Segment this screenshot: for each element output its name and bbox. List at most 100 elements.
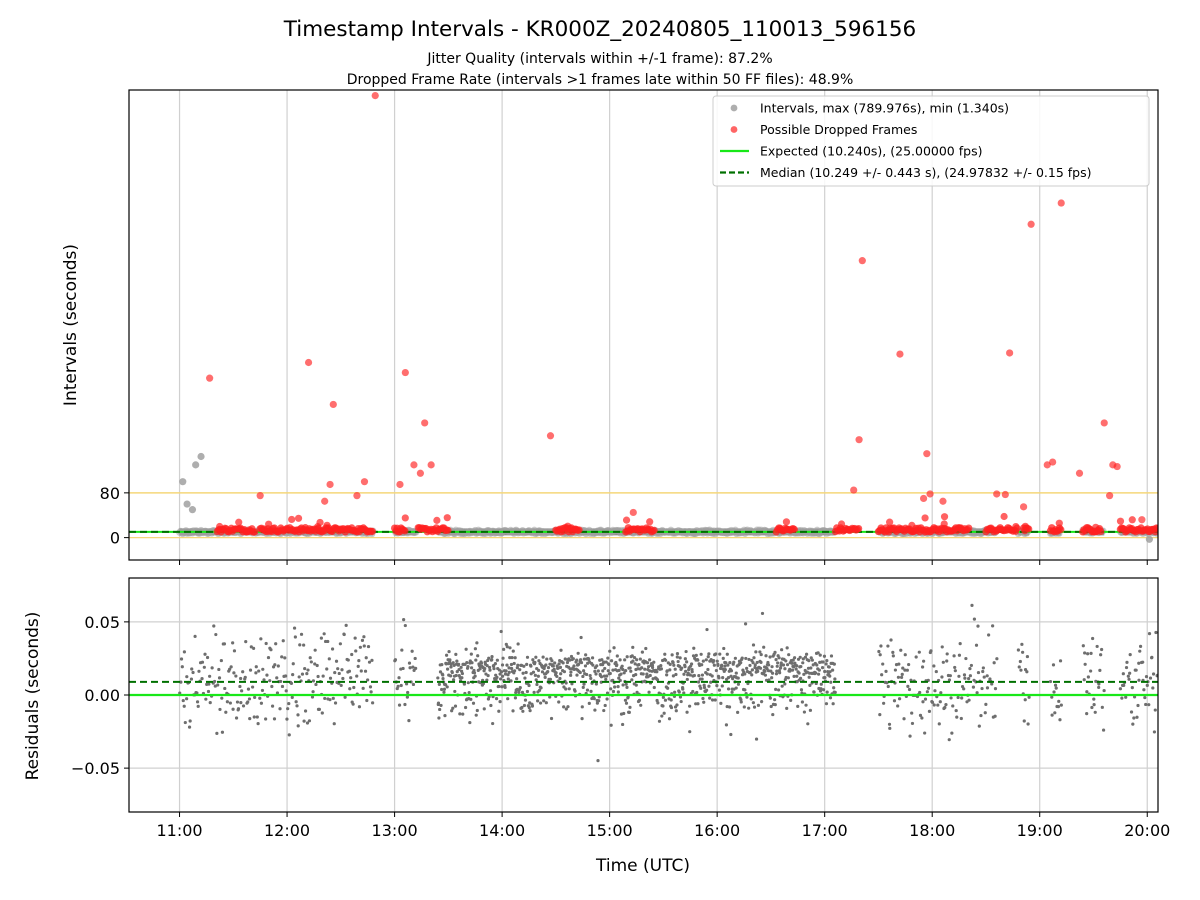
residual-point xyxy=(804,652,809,656)
residual-point xyxy=(714,652,718,656)
residual-point xyxy=(589,689,593,693)
residual-point xyxy=(236,707,241,711)
residual-point xyxy=(947,738,951,742)
residual-point xyxy=(1128,653,1132,657)
residual-point xyxy=(819,682,823,686)
residual-point xyxy=(643,667,647,671)
intervals-plot-area xyxy=(129,90,1158,560)
interval-outlier xyxy=(197,452,205,461)
residual-point xyxy=(362,644,366,648)
dropped-frame-point xyxy=(444,526,452,534)
residual-point xyxy=(626,695,630,699)
residual-point xyxy=(671,674,675,678)
residual-point xyxy=(899,648,903,652)
legend-entry-label: Intervals, max (789.976s), min (1.340s) xyxy=(760,101,1009,116)
residual-point xyxy=(411,665,415,669)
residual-point xyxy=(457,662,461,666)
residual-point xyxy=(600,658,604,662)
residual-point xyxy=(1118,687,1123,691)
residual-point xyxy=(905,668,909,672)
residual-point xyxy=(632,655,637,660)
residual-point xyxy=(1082,678,1086,682)
residual-point xyxy=(988,677,992,681)
legend-entry-label: Median (10.249 +/- 0.443 s), (24.97832 +… xyxy=(760,165,1091,180)
residual-point xyxy=(506,677,510,681)
residual-point xyxy=(305,721,310,725)
residual-point xyxy=(332,722,336,726)
residual-point xyxy=(1051,663,1056,667)
residual-point xyxy=(579,660,584,665)
residual-point xyxy=(590,656,595,660)
residual-point xyxy=(685,710,689,714)
residual-point xyxy=(585,688,590,692)
residual-point xyxy=(284,674,288,678)
residual-point xyxy=(657,719,662,723)
residual-point xyxy=(1017,665,1021,669)
x-tick-label: 20:00 xyxy=(1124,821,1170,840)
residual-point xyxy=(903,668,907,672)
residual-point xyxy=(243,675,247,679)
residual-point xyxy=(748,663,752,668)
residual-point xyxy=(977,724,981,728)
residual-point xyxy=(953,669,957,673)
residual-point xyxy=(692,673,696,678)
x-tick-label: 18:00 xyxy=(909,821,955,840)
residual-point xyxy=(527,683,531,688)
residual-point xyxy=(616,684,620,689)
residual-point xyxy=(734,686,738,690)
residual-point xyxy=(660,714,664,718)
residual-point xyxy=(300,672,305,676)
residual-point xyxy=(513,696,518,700)
residual-point xyxy=(521,671,525,675)
residual-point xyxy=(979,713,983,718)
residual-point xyxy=(1100,705,1104,709)
residual-point xyxy=(1026,722,1030,726)
residual-point xyxy=(736,710,740,714)
dropped-frame-point xyxy=(250,528,259,536)
residual-point xyxy=(589,676,593,681)
residual-point xyxy=(1092,703,1096,707)
residual-point xyxy=(370,658,374,662)
residual-point xyxy=(767,678,771,682)
residual-point xyxy=(217,676,222,680)
residual-point xyxy=(676,659,680,664)
residual-point xyxy=(717,688,722,692)
residual-point xyxy=(689,662,694,666)
residual-point xyxy=(408,666,412,670)
residual-point xyxy=(659,664,663,668)
residual-point xyxy=(488,668,492,672)
residual-point xyxy=(798,655,802,659)
residual-point xyxy=(729,674,733,678)
residual-point xyxy=(534,655,538,659)
residual-point xyxy=(514,690,518,695)
residual-point xyxy=(516,663,520,667)
residual-point xyxy=(948,674,952,678)
residual-point xyxy=(663,658,668,662)
residual-point xyxy=(280,684,285,689)
dropped-frame-point xyxy=(646,518,654,526)
residual-point xyxy=(827,665,831,669)
residual-point xyxy=(403,623,407,628)
residual-point xyxy=(443,714,447,718)
residual-point xyxy=(696,658,700,662)
residual-point xyxy=(270,684,274,689)
residual-point xyxy=(608,649,612,653)
residual-point xyxy=(1137,661,1141,665)
residual-point xyxy=(548,677,553,681)
residual-point xyxy=(877,649,881,654)
residual-point xyxy=(255,715,259,719)
residual-point xyxy=(1025,654,1030,659)
residual-point xyxy=(290,695,294,699)
residual-point xyxy=(515,666,519,670)
residual-point xyxy=(517,690,521,695)
residual-point xyxy=(637,698,642,702)
residual-point xyxy=(342,632,346,637)
residual-point xyxy=(522,703,527,708)
residual-point xyxy=(240,689,244,693)
dropped-frame-point xyxy=(622,516,631,524)
dropped-frame-outlier xyxy=(993,490,1001,498)
residual-point xyxy=(930,700,935,704)
residual-point xyxy=(971,685,976,689)
residual-point xyxy=(699,652,703,656)
residual-point xyxy=(358,645,362,649)
